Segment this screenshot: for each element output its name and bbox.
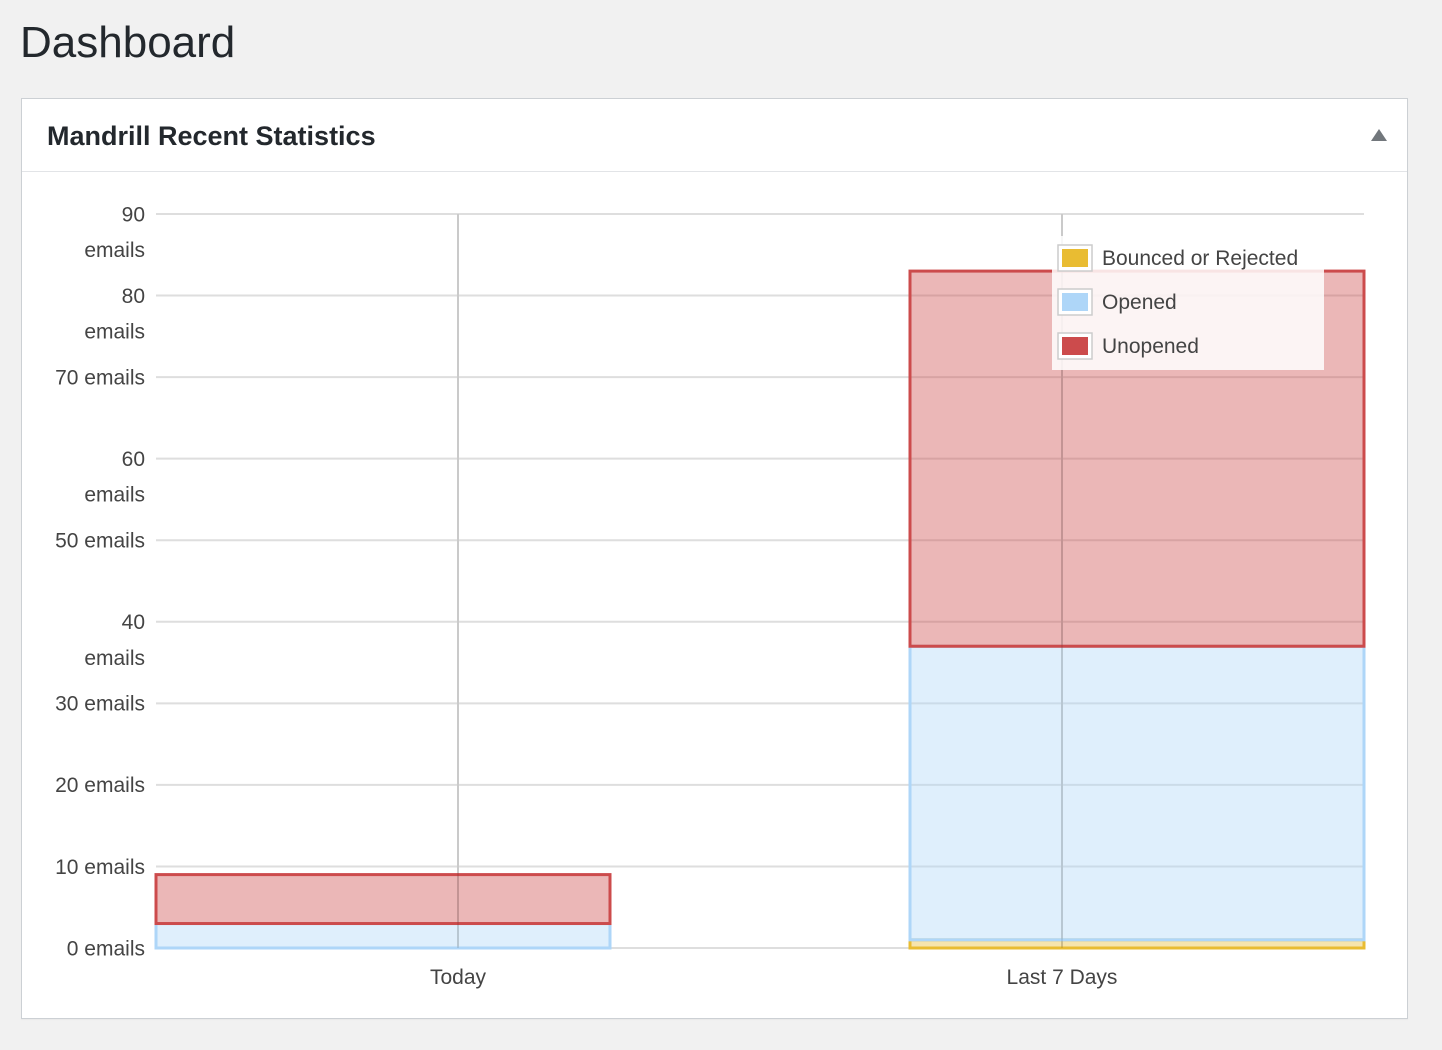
y-tick-label: 20 emails xyxy=(55,774,145,797)
legend-label: Opened xyxy=(1102,291,1177,314)
collapse-arrow-up-icon[interactable] xyxy=(1371,129,1387,141)
legend-label: Unopened xyxy=(1102,335,1199,358)
bar-opened xyxy=(154,922,612,950)
legend-box xyxy=(1052,236,1324,370)
y-tick-label: 0 emails xyxy=(67,937,145,960)
widget-title: Mandrill Recent Statistics xyxy=(47,121,376,151)
bar-opened xyxy=(908,644,1366,942)
legend-swatch xyxy=(1062,249,1088,267)
y-tick-label: 10 emails xyxy=(55,856,145,879)
y-tick-label: 70 emails xyxy=(55,366,145,389)
widget-header[interactable]: Mandrill Recent Statistics xyxy=(22,99,1407,172)
legend-swatch xyxy=(1062,293,1088,311)
bar-unopened xyxy=(154,873,612,926)
page-title: Dashboard xyxy=(20,18,236,67)
y-tick-label: 50 emails xyxy=(55,530,145,553)
y-tick-label: 60 emails xyxy=(84,448,145,507)
legend-swatch xyxy=(1062,337,1088,355)
y-tick-label: 80 emails xyxy=(84,285,145,344)
x-tick-label: Today xyxy=(430,966,487,989)
y-tick-label: 90 emails xyxy=(84,203,145,262)
y-tick-label: 30 emails xyxy=(55,693,145,716)
legend-label: Bounced or Rejected xyxy=(1102,247,1298,270)
x-tick-label: Last 7 Days xyxy=(1007,966,1118,989)
y-tick-label: 40 emails xyxy=(84,611,145,670)
